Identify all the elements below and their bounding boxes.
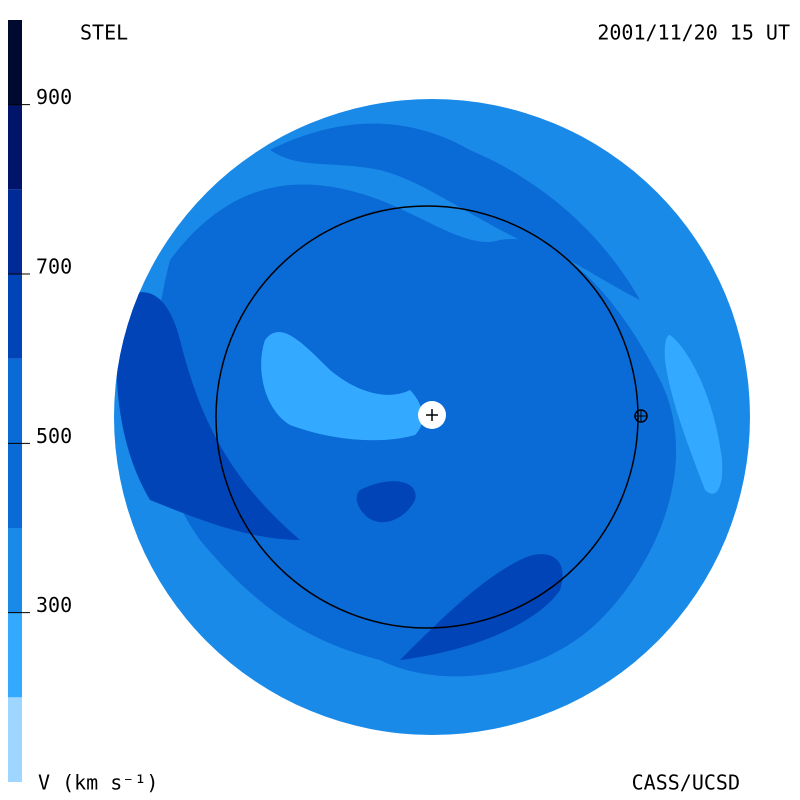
colorbar-band bbox=[8, 358, 22, 444]
unit-label: V (km s⁻¹) bbox=[38, 771, 158, 795]
colorbar-band bbox=[8, 189, 22, 274]
earth-cross bbox=[635, 410, 647, 422]
sun-cross bbox=[426, 409, 438, 421]
colorbar-band bbox=[8, 20, 22, 105]
colorbar-tick-label: 300 bbox=[36, 593, 72, 617]
timestamp: 2001/11/20 15 UT bbox=[597, 21, 790, 45]
map bbox=[114, 99, 750, 735]
colorbar-tick-label: 900 bbox=[36, 85, 72, 109]
earth-orbit bbox=[215, 205, 639, 629]
credit: CASS/UCSD bbox=[632, 771, 740, 795]
colorbar-band bbox=[8, 612, 22, 698]
colorbar-band bbox=[8, 443, 22, 528]
colorbar-band bbox=[8, 528, 22, 613]
colorbar-tick-label: 700 bbox=[36, 255, 72, 279]
colorbar: 300 500 700 900 bbox=[8, 20, 72, 782]
colorbar-band bbox=[8, 274, 22, 359]
regions bbox=[116, 123, 723, 677]
colorbar-tick-label: 500 bbox=[36, 424, 72, 448]
label-left: STEL bbox=[80, 21, 128, 45]
colorbar-band bbox=[8, 104, 22, 190]
colorbar-band bbox=[8, 697, 22, 782]
